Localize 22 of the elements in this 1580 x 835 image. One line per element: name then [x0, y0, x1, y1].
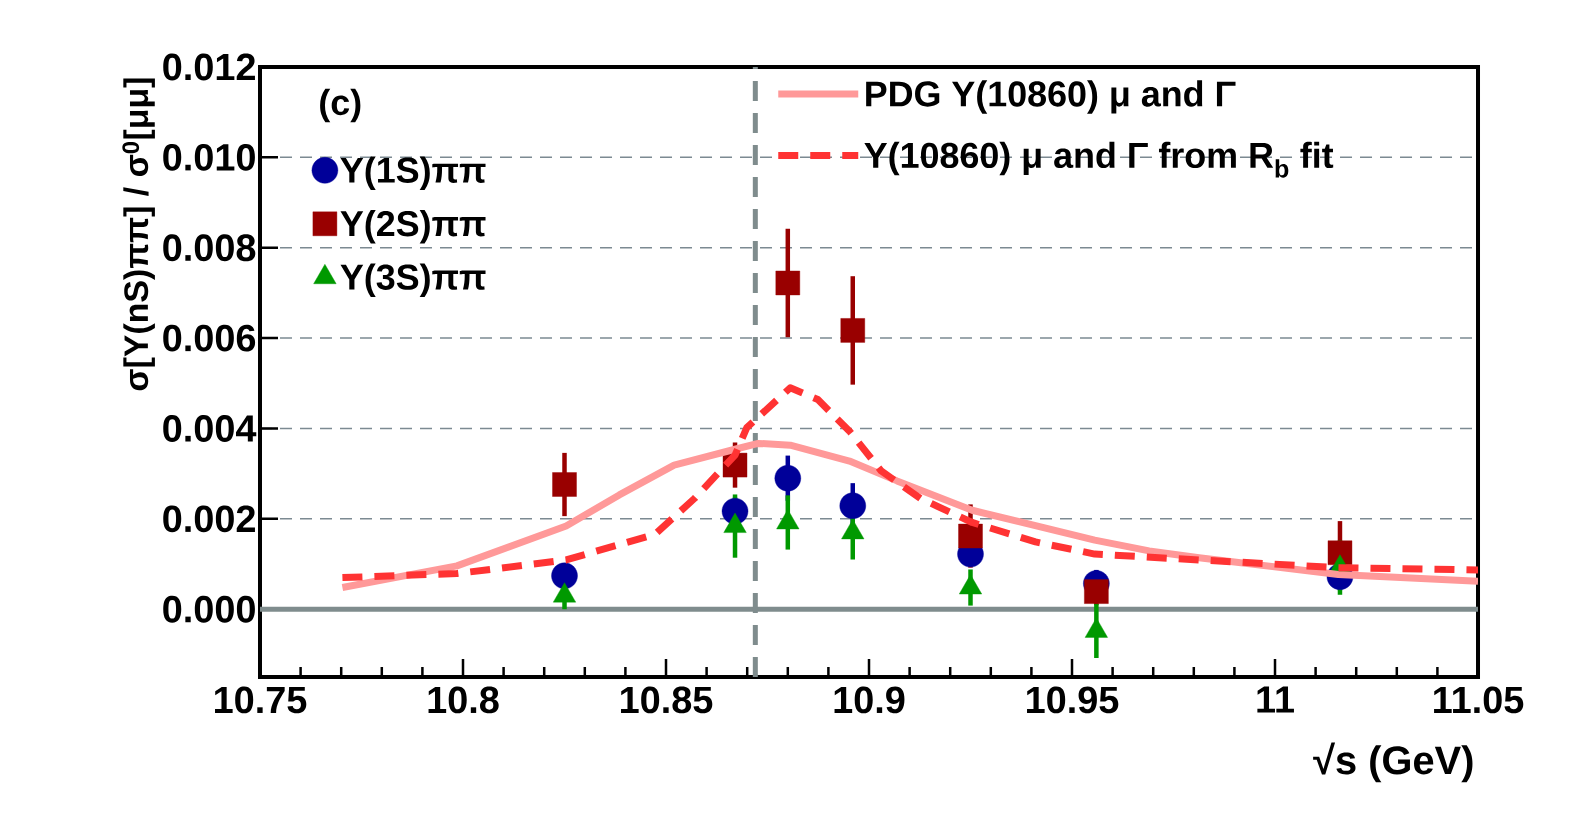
y-tick-label: 0.006	[163, 324, 256, 352]
x-tick-label: 10.75	[215, 686, 307, 714]
legend-label: Υ(3S)ππ	[340, 263, 486, 297]
y-tick-label: 0.002	[163, 505, 255, 533]
annotation: (c)	[320, 88, 361, 123]
y-tick-label: 0.000	[163, 595, 255, 623]
x-tick-label: 10.8	[428, 686, 499, 714]
y-tick-label: 0.004	[163, 415, 257, 442]
x-tick-label: 10.95	[1027, 686, 1119, 714]
x-tick-label: 10.85	[621, 686, 713, 714]
legend-label: Υ(1S)ππ	[340, 156, 486, 190]
x-axis-title: √s (GeV)	[1313, 742, 1473, 783]
legend-label: Υ(10860) μ and Γ from R$_{b}$ fit	[864, 141, 1334, 178]
y-tick-label: 0.008	[163, 234, 256, 262]
y-axis-title: σ[Υ(nS)ππ] / σ$^{0}$[μμ]	[122, 78, 155, 391]
y-tick-label: 0.010	[163, 143, 255, 171]
x-tick-label: 11.05	[1434, 686, 1524, 714]
x-tick-label: 10.9	[834, 686, 905, 714]
y-tick-label: 0.012	[163, 53, 255, 81]
x-tick-label: 11	[1257, 686, 1294, 713]
legend-label: Υ(2S)ππ	[340, 210, 486, 244]
legend-label: PDG Υ(10860) μ and Γ	[866, 80, 1236, 114]
